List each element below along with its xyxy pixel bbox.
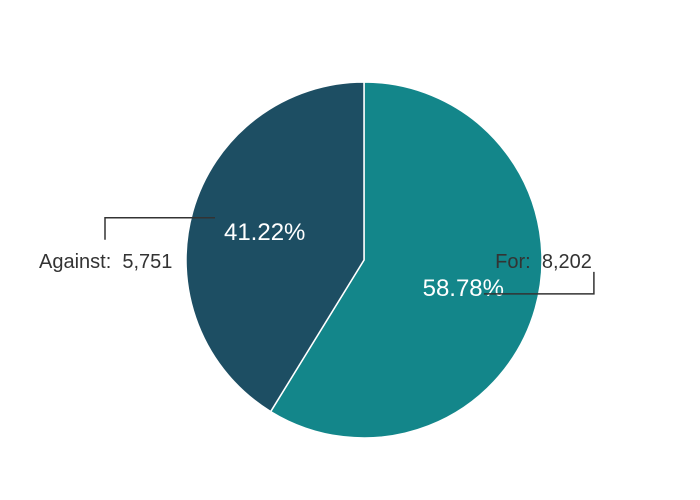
callout-labels: For: 8,202 Against: 5,751: [39, 251, 592, 273]
leader-line-against: [104, 217, 215, 240]
pie-slice-for: [269, 81, 543, 439]
percent-label-for: 58.78%: [423, 275, 504, 302]
pie-slice-against: [185, 81, 365, 413]
callout-label-against: Against: 5,751: [39, 251, 172, 273]
leader-lines: [104, 217, 595, 295]
pie-slices: [185, 81, 543, 439]
callout-label-for: For: 8,202: [495, 251, 592, 273]
percent-labels: 58.78% 41.22%: [224, 219, 504, 302]
leader-line-for: [483, 271, 595, 295]
percent-label-against: 41.22%: [224, 219, 305, 246]
